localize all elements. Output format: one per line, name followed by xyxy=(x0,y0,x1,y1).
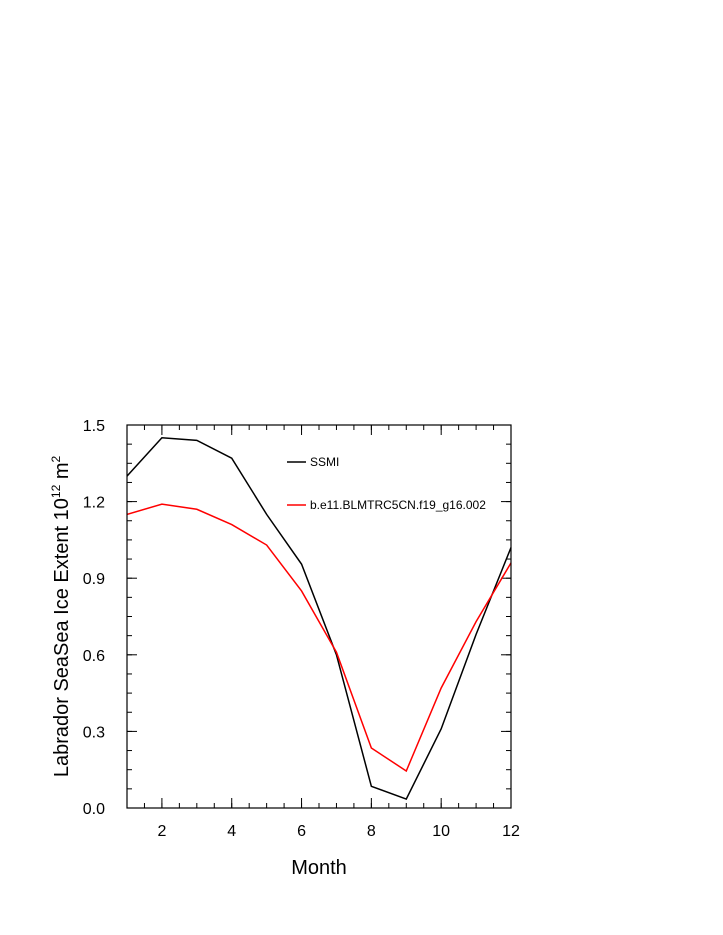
x-tick-label: 8 xyxy=(367,823,376,840)
minor-ticks xyxy=(126,424,512,809)
y-axis-title-main: Labrador SeaSea Ice Extent 10 xyxy=(51,498,73,777)
y-axis-title-unit-exponent: 2 xyxy=(49,456,63,463)
y-tick-label: 0.0 xyxy=(83,801,105,818)
legend-label-ssmi: SSMI xyxy=(310,455,339,469)
x-tick-label: 6 xyxy=(297,823,306,840)
plot-frame xyxy=(126,424,512,809)
y-tick-label: 1.2 xyxy=(83,495,105,512)
x-tick-label: 2 xyxy=(157,823,166,840)
x-axis-title: Month xyxy=(291,857,347,879)
x-tick-label: 4 xyxy=(227,823,236,840)
y-tick-label: 0.3 xyxy=(83,724,105,741)
series-lines xyxy=(126,436,512,800)
y-tick-label: 0.9 xyxy=(83,571,105,588)
y-tick-label: 1.5 xyxy=(83,418,105,435)
y-axis-title-unit: m xyxy=(51,463,73,485)
series-line-ssmi xyxy=(126,436,512,800)
y-axis-title: Labrador SeaSea Ice Extent 1012 m2 xyxy=(49,456,73,778)
y-axis-title-exponent: 12 xyxy=(49,484,63,498)
legend-label-model: b.e11.BLMTRC5CN.f19_g16.002 xyxy=(310,498,486,512)
x-tick-label: 12 xyxy=(502,823,520,840)
major-ticks xyxy=(127,424,512,809)
x-tick-label: 10 xyxy=(432,823,450,840)
y-tick-labels: 0.0 0.3 0.6 0.9 1.2 1.5 xyxy=(83,418,105,818)
y-tick-label: 0.6 xyxy=(83,648,105,665)
legend: SSMI b.e11.BLMTRC5CN.f19_g16.002 xyxy=(287,455,486,512)
series-line-model xyxy=(126,503,512,773)
x-tick-labels: 2 4 6 8 10 12 xyxy=(157,823,520,840)
